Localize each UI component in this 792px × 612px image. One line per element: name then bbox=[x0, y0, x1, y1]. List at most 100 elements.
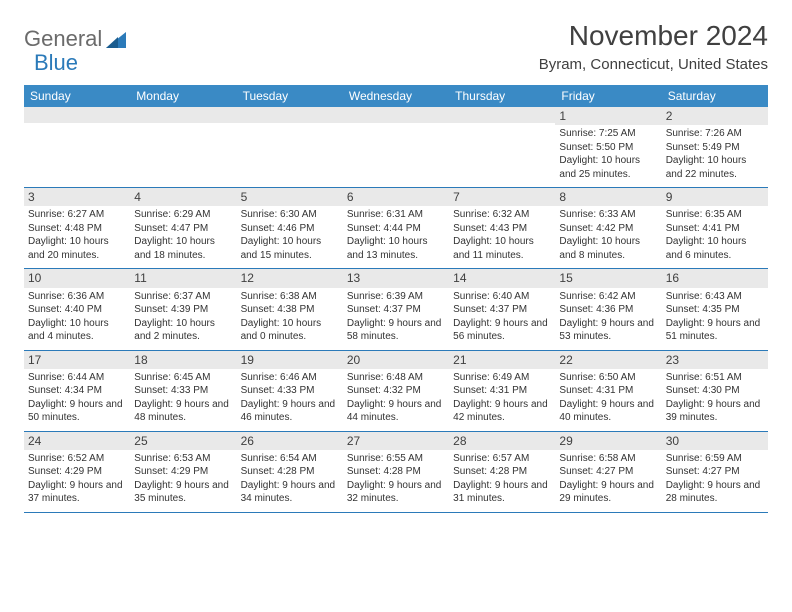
day-number: 30 bbox=[662, 432, 768, 450]
day-number: 27 bbox=[343, 432, 449, 450]
day-number: 8 bbox=[555, 188, 661, 206]
day-sunset: Sunset: 4:28 PM bbox=[241, 465, 339, 479]
day-cell: 22Sunrise: 6:50 AMSunset: 4:31 PMDayligh… bbox=[555, 351, 661, 431]
day-number: 26 bbox=[237, 432, 343, 450]
day-daylight: Daylight: 9 hours and 37 minutes. bbox=[28, 479, 126, 506]
day-sunset: Sunset: 4:41 PM bbox=[666, 222, 764, 236]
day-number: 28 bbox=[449, 432, 555, 450]
day-daylight: Daylight: 10 hours and 13 minutes. bbox=[347, 235, 445, 262]
day-number-empty bbox=[130, 107, 236, 123]
header: General Blue November 2024 Byram, Connec… bbox=[24, 20, 768, 73]
day-number: 29 bbox=[555, 432, 661, 450]
day-sunrise: Sunrise: 6:38 AM bbox=[241, 290, 339, 304]
day-cell: 28Sunrise: 6:57 AMSunset: 4:28 PMDayligh… bbox=[449, 432, 555, 512]
day-daylight: Daylight: 9 hours and 58 minutes. bbox=[347, 317, 445, 344]
day-cell: 15Sunrise: 6:42 AMSunset: 4:36 PMDayligh… bbox=[555, 269, 661, 349]
day-daylight: Daylight: 9 hours and 48 minutes. bbox=[134, 398, 232, 425]
day-sunset: Sunset: 5:49 PM bbox=[666, 141, 764, 155]
day-daylight: Daylight: 9 hours and 28 minutes. bbox=[666, 479, 764, 506]
day-cell: 11Sunrise: 6:37 AMSunset: 4:39 PMDayligh… bbox=[130, 269, 236, 349]
day-sunset: Sunset: 5:50 PM bbox=[559, 141, 657, 155]
day-sunrise: Sunrise: 6:58 AM bbox=[559, 452, 657, 466]
day-sunrise: Sunrise: 6:27 AM bbox=[28, 208, 126, 222]
day-cell: 16Sunrise: 6:43 AMSunset: 4:35 PMDayligh… bbox=[662, 269, 768, 349]
day-cell: 4Sunrise: 6:29 AMSunset: 4:47 PMDaylight… bbox=[130, 188, 236, 268]
week-row: 1 Sunrise: 7:25 AMSunset: 5:50 PMDaylight… bbox=[24, 107, 768, 188]
day-sunset: Sunset: 4:28 PM bbox=[347, 465, 445, 479]
day-cell: 24Sunrise: 6:52 AMSunset: 4:29 PMDayligh… bbox=[24, 432, 130, 512]
day-cell: 18 Sunrise: 6:45 AMSunset: 4:33 PMDayligh… bbox=[130, 351, 236, 431]
day-number: 12 bbox=[237, 269, 343, 287]
day-cell bbox=[449, 107, 555, 187]
weekday-header: Tuesday bbox=[237, 85, 343, 107]
week-row: 17Sunrise: 6:44 AMSunset: 4:34 PMDayligh… bbox=[24, 351, 768, 432]
day-sunset: Sunset: 4:31 PM bbox=[559, 384, 657, 398]
day-cell: 25Sunrise: 6:53 AMSunset: 4:29 PMDayligh… bbox=[130, 432, 236, 512]
day-sunset: Sunset: 4:29 PM bbox=[28, 465, 126, 479]
day-daylight: Daylight: 9 hours and 51 minutes. bbox=[666, 317, 764, 344]
day-daylight: Daylight: 9 hours and 35 minutes. bbox=[134, 479, 232, 506]
day-sunrise: Sunrise: 7:25 AM bbox=[559, 127, 657, 141]
day-daylight: Daylight: 10 hours and 18 minutes. bbox=[134, 235, 232, 262]
day-sunset: Sunset: 4:33 PM bbox=[134, 384, 232, 398]
day-sunrise: Sunrise: 6:57 AM bbox=[453, 452, 551, 466]
weekday-header: Monday bbox=[130, 85, 236, 107]
day-daylight: Daylight: 9 hours and 53 minutes. bbox=[559, 317, 657, 344]
day-sunset: Sunset: 4:38 PM bbox=[241, 303, 339, 317]
day-sunrise: Sunrise: 6:55 AM bbox=[347, 452, 445, 466]
day-number: 17 bbox=[24, 351, 130, 369]
day-sunset: Sunset: 4:46 PM bbox=[241, 222, 339, 236]
day-sunset: Sunset: 4:32 PM bbox=[347, 384, 445, 398]
day-number: 24 bbox=[24, 432, 130, 450]
day-sunset: Sunset: 4:27 PM bbox=[666, 465, 764, 479]
day-sunrise: Sunrise: 6:32 AM bbox=[453, 208, 551, 222]
calendar: Sunday Monday Tuesday Wednesday Thursday… bbox=[24, 85, 768, 513]
day-daylight: Daylight: 10 hours and 2 minutes. bbox=[134, 317, 232, 344]
day-number: 9 bbox=[662, 188, 768, 206]
day-sunrise: Sunrise: 6:45 AM bbox=[134, 371, 232, 385]
month-title: November 2024 bbox=[539, 20, 768, 52]
day-number-empty bbox=[449, 107, 555, 123]
day-number: 1 bbox=[555, 107, 661, 125]
day-sunset: Sunset: 4:47 PM bbox=[134, 222, 232, 236]
day-cell: 17Sunrise: 6:44 AMSunset: 4:34 PMDayligh… bbox=[24, 351, 130, 431]
day-daylight: Daylight: 9 hours and 42 minutes. bbox=[453, 398, 551, 425]
day-cell: 9Sunrise: 6:35 AMSunset: 4:41 PMDaylight… bbox=[662, 188, 768, 268]
day-daylight: Daylight: 10 hours and 25 minutes. bbox=[559, 154, 657, 181]
day-daylight: Daylight: 10 hours and 20 minutes. bbox=[28, 235, 126, 262]
day-sunset: Sunset: 4:37 PM bbox=[347, 303, 445, 317]
day-cell: 3Sunrise: 6:27 AMSunset: 4:48 PMDaylight… bbox=[24, 188, 130, 268]
day-daylight: Daylight: 9 hours and 44 minutes. bbox=[347, 398, 445, 425]
day-sunset: Sunset: 4:28 PM bbox=[453, 465, 551, 479]
location: Byram, Connecticut, United States bbox=[539, 56, 768, 73]
weekday-header: Wednesday bbox=[343, 85, 449, 107]
day-daylight: Daylight: 10 hours and 8 minutes. bbox=[559, 235, 657, 262]
day-sunset: Sunset: 4:34 PM bbox=[28, 384, 126, 398]
day-number: 5 bbox=[237, 188, 343, 206]
day-number: 13 bbox=[343, 269, 449, 287]
day-number: 20 bbox=[343, 351, 449, 369]
day-number: 11 bbox=[130, 269, 236, 287]
day-daylight: Daylight: 9 hours and 40 minutes. bbox=[559, 398, 657, 425]
day-daylight: Daylight: 10 hours and 4 minutes. bbox=[28, 317, 126, 344]
day-sunrise: Sunrise: 6:30 AM bbox=[241, 208, 339, 222]
day-sunrise: Sunrise: 6:29 AM bbox=[134, 208, 232, 222]
day-number: 10 bbox=[24, 269, 130, 287]
day-sunset: Sunset: 4:27 PM bbox=[559, 465, 657, 479]
day-cell: 2Sunrise: 7:26 AMSunset: 5:49 PMDaylight… bbox=[662, 107, 768, 187]
day-daylight: Daylight: 9 hours and 34 minutes. bbox=[241, 479, 339, 506]
day-number: 7 bbox=[449, 188, 555, 206]
day-sunset: Sunset: 4:48 PM bbox=[28, 222, 126, 236]
day-sunrise: Sunrise: 7:26 AM bbox=[666, 127, 764, 141]
day-sunset: Sunset: 4:29 PM bbox=[134, 465, 232, 479]
day-cell: 12Sunrise: 6:38 AMSunset: 4:38 PMDayligh… bbox=[237, 269, 343, 349]
day-sunrise: Sunrise: 6:31 AM bbox=[347, 208, 445, 222]
day-sunrise: Sunrise: 6:33 AM bbox=[559, 208, 657, 222]
day-cell: 8Sunrise: 6:33 AMSunset: 4:42 PMDaylight… bbox=[555, 188, 661, 268]
week-row: 3Sunrise: 6:27 AMSunset: 4:48 PMDaylight… bbox=[24, 188, 768, 269]
day-sunset: Sunset: 4:40 PM bbox=[28, 303, 126, 317]
day-sunrise: Sunrise: 6:49 AM bbox=[453, 371, 551, 385]
day-cell bbox=[343, 107, 449, 187]
day-cell: 13Sunrise: 6:39 AMSunset: 4:37 PMDayligh… bbox=[343, 269, 449, 349]
day-number: 18 bbox=[130, 351, 236, 369]
